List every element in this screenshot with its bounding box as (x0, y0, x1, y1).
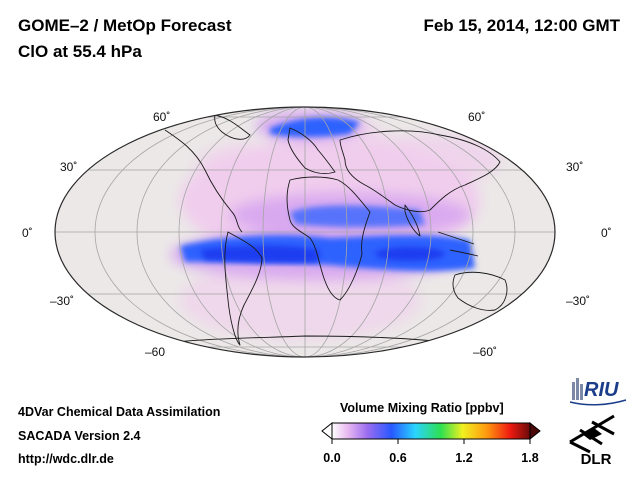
lat-label-60n-left: 60˚ (153, 110, 171, 124)
dlr-logo-text: DLR (581, 451, 612, 468)
colorbar-tick-2: 1.2 (455, 451, 473, 465)
lat-label-30s-left: –30˚ (50, 294, 75, 308)
lat-label-60n-right: 60˚ (468, 110, 486, 124)
footer-version: SACADA Version 2.4 (18, 429, 141, 443)
lat-label-60s-left: –60 (145, 345, 166, 359)
riu-logo-text: RIU (584, 379, 619, 401)
map-title: GOME–2 / MetOp Forecast (18, 16, 232, 35)
lat-label-60s-right: –60˚ (473, 345, 498, 359)
colorbar-title: Volume Mixing Ratio [ppbv] (340, 401, 504, 415)
lat-label-eq-left: 0˚ (22, 226, 33, 240)
lat-label-30s-right: –30˚ (566, 294, 591, 308)
colorbar-tick-1: 0.6 (389, 451, 407, 465)
riu-logo: RIU (569, 378, 627, 406)
colorbar-tick-3: 1.8 (521, 451, 539, 465)
lat-label-30n-left: 30˚ (60, 160, 78, 174)
colorbar-max-arrow (529, 421, 541, 441)
lat-label-30n-right: 30˚ (566, 160, 584, 174)
colorbar-gradient (331, 422, 531, 440)
concentration-field (170, 110, 500, 340)
footer-method: 4DVar Chemical Data Assimilation (18, 405, 221, 419)
colorbar-min-arrow (321, 421, 333, 441)
map-subtitle: ClO at 55.4 hPa (18, 42, 142, 61)
colorbar-tick-0: 0.0 (323, 451, 341, 465)
forecast-date: Feb 15, 2014, 12:00 GMT (423, 16, 620, 35)
coastlines (149, 114, 508, 346)
lat-label-eq-right: 0˚ (601, 226, 612, 240)
globe-outline (54, 106, 556, 358)
dlr-logo: DLR (569, 414, 615, 468)
footer-url[interactable]: http://wdc.dlr.de (18, 452, 114, 466)
